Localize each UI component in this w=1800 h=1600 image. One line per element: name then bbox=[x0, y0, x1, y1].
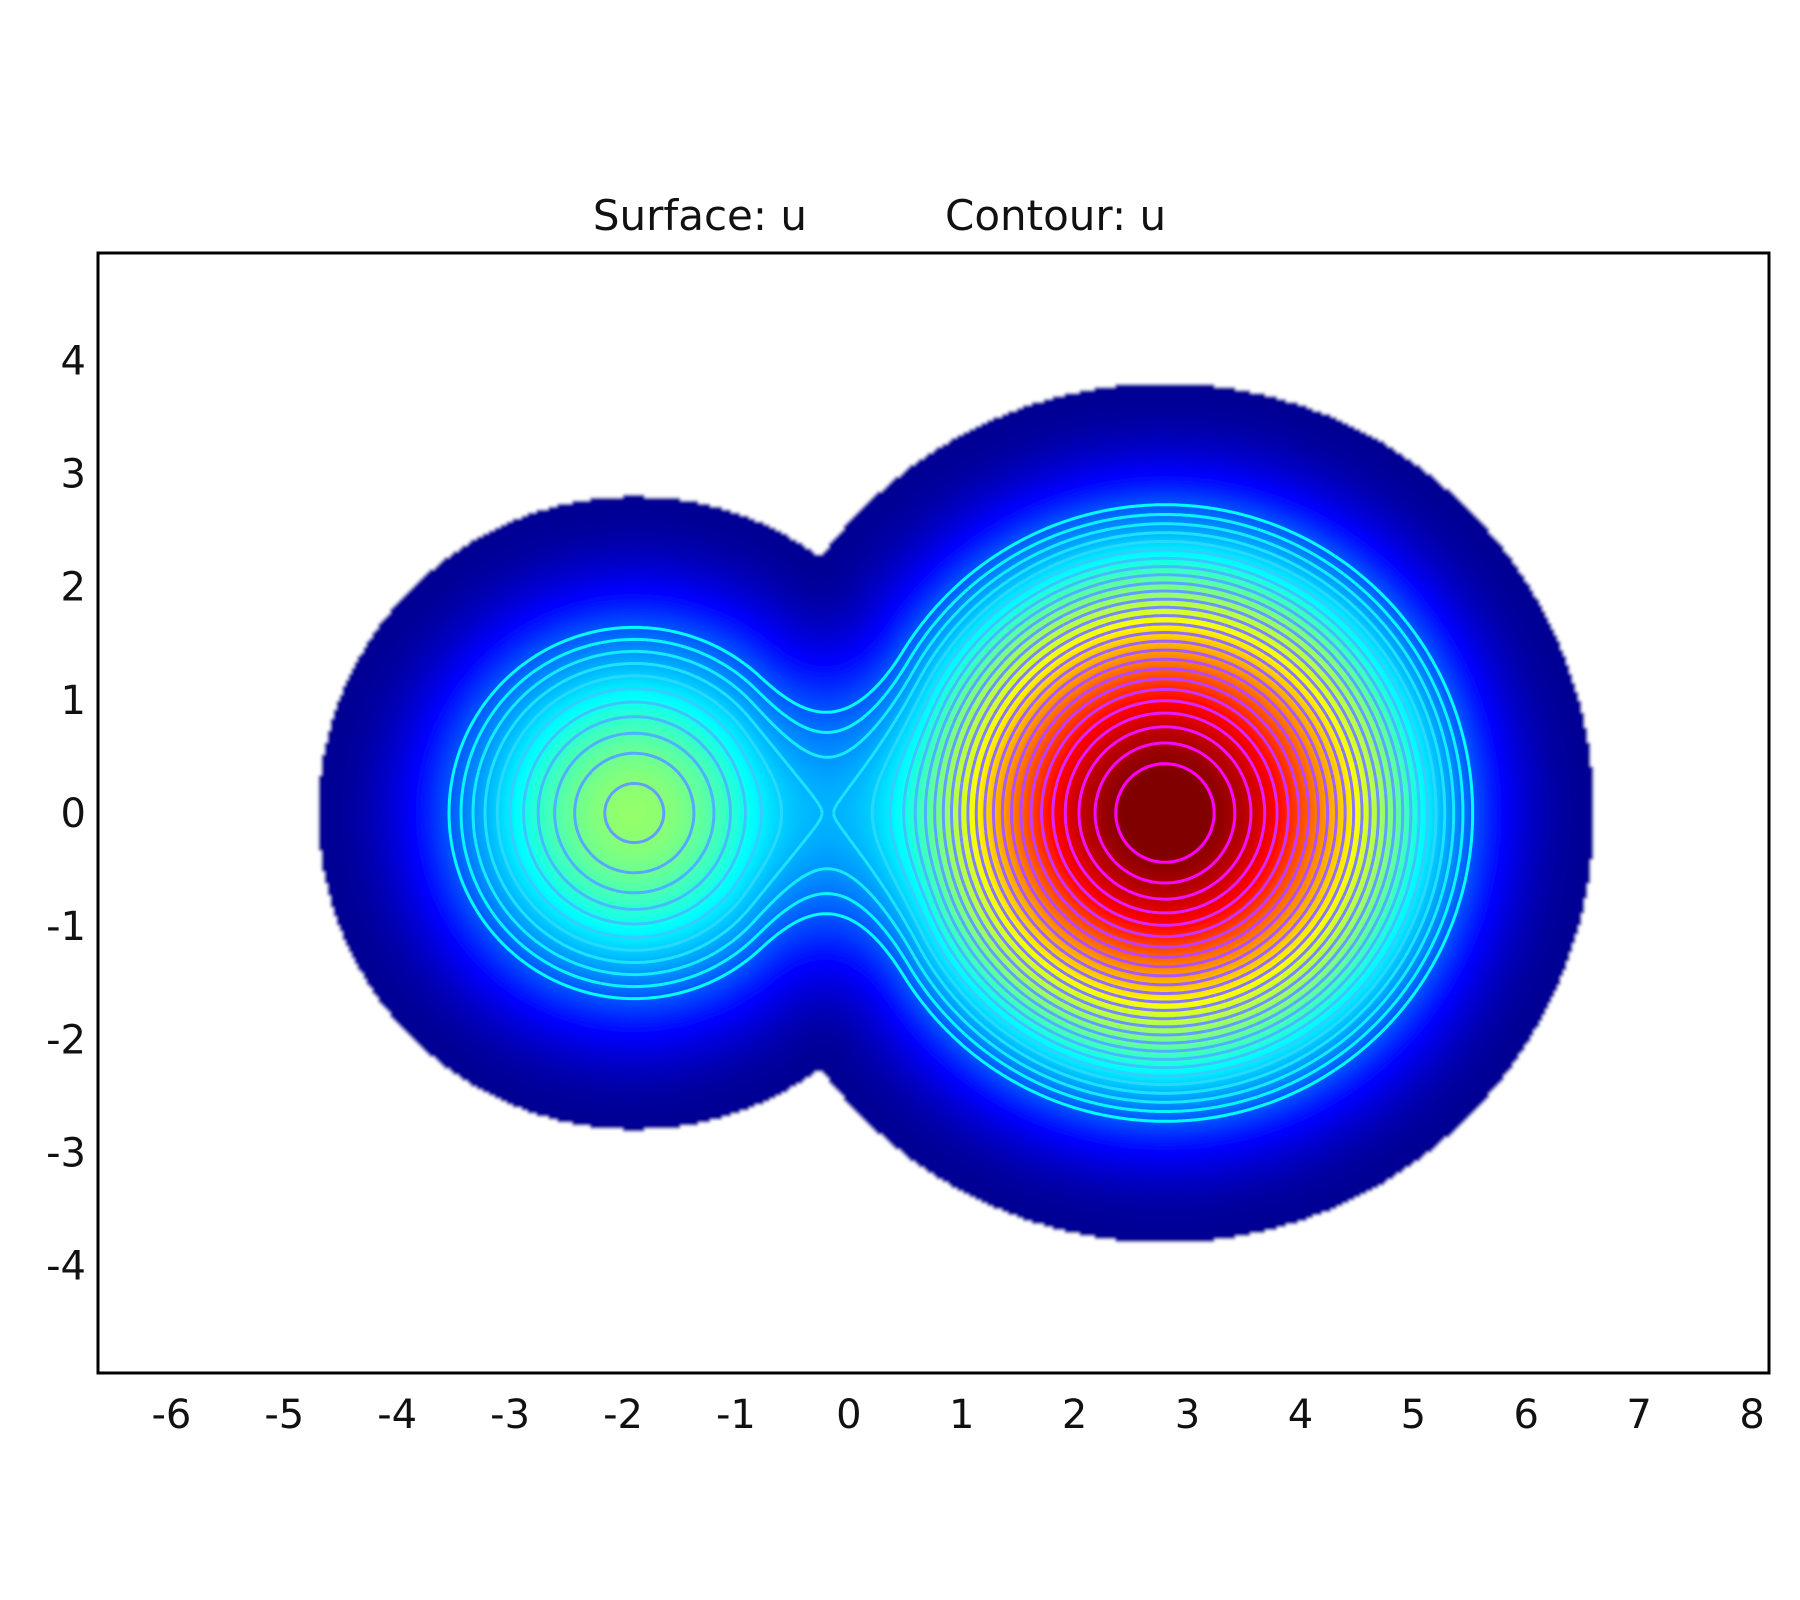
contour-level-1 bbox=[459, 513, 1465, 1113]
y-tick-label: -2 bbox=[46, 1017, 86, 1063]
y-tick-label: -3 bbox=[46, 1130, 86, 1176]
contour-level-0 bbox=[447, 503, 1475, 1123]
contour-level-14 bbox=[974, 622, 1356, 1004]
x-tick-label: -6 bbox=[151, 1392, 191, 1438]
contour-level-7 bbox=[536, 565, 1413, 1061]
contour-level-9 bbox=[573, 581, 1397, 1045]
contour-level-8 bbox=[553, 573, 1405, 1053]
y-tick-label: 3 bbox=[61, 452, 86, 498]
x-tick-label: 5 bbox=[1401, 1392, 1426, 1438]
x-tick-label: -4 bbox=[377, 1392, 417, 1438]
contour-level-24 bbox=[1077, 725, 1253, 901]
plot-frame bbox=[96, 251, 1771, 1375]
contour-level-25 bbox=[1093, 741, 1237, 885]
x-tick-label: 0 bbox=[836, 1392, 861, 1438]
contour-level-6 bbox=[522, 556, 1421, 1070]
contour-level-5 bbox=[508, 548, 1429, 1078]
x-tick-label: 6 bbox=[1514, 1392, 1539, 1438]
title-surface: Surface: u bbox=[593, 191, 807, 240]
contour-level-19 bbox=[1019, 667, 1311, 959]
x-tick-label: 3 bbox=[1175, 1392, 1200, 1438]
y-tick-label: 2 bbox=[61, 565, 86, 611]
title-contour: Contour: u bbox=[945, 191, 1166, 240]
contour-level-4 bbox=[495, 539, 1438, 1087]
x-tick-label: 2 bbox=[1062, 1392, 1087, 1438]
x-tick-label: 7 bbox=[1626, 1392, 1651, 1438]
y-tick-label: 1 bbox=[61, 678, 86, 724]
contour-level-2 bbox=[471, 522, 1456, 1104]
x-tick-label: -2 bbox=[603, 1392, 643, 1438]
contour-level-17 bbox=[1000, 648, 1330, 978]
x-tick-label: 4 bbox=[1288, 1392, 1313, 1438]
contour-level-20 bbox=[1029, 677, 1301, 949]
contour-level-22 bbox=[1051, 699, 1279, 927]
chart-title: Surface: u Contour: u bbox=[593, 191, 1166, 240]
contour-level-15 bbox=[983, 631, 1347, 995]
x-tick-label: -1 bbox=[716, 1392, 756, 1438]
x-tick-label: -5 bbox=[264, 1392, 304, 1438]
x-tick-label: 8 bbox=[1739, 1392, 1764, 1438]
y-axis: 4 3 2 1 0 -1 -2 -3 -4 bbox=[46, 338, 86, 1289]
contour-level-21 bbox=[1040, 687, 1290, 939]
plot-area bbox=[98, 253, 1769, 1373]
contour-level-12 bbox=[958, 605, 1372, 1021]
y-tick-label: 0 bbox=[61, 791, 86, 837]
contour-level-10 bbox=[603, 589, 1388, 1037]
contour-level-3 bbox=[483, 531, 1447, 1095]
contour-level-23 bbox=[1063, 711, 1267, 915]
contour-level-16 bbox=[991, 639, 1338, 987]
y-tick-label: -1 bbox=[46, 904, 86, 950]
contour-level-13 bbox=[966, 614, 1364, 1012]
contour-lines bbox=[447, 503, 1475, 1123]
contour-level-26 bbox=[1114, 762, 1216, 864]
y-tick-label: -4 bbox=[46, 1244, 86, 1290]
contour-level-11 bbox=[950, 597, 1380, 1029]
x-tick-label: -3 bbox=[490, 1392, 530, 1438]
x-axis: -6 -5 -4 -3 -2 -1 0 1 2 3 4 5 6 7 8 bbox=[151, 1392, 1764, 1438]
x-tick-label: 1 bbox=[949, 1392, 974, 1438]
contour-level-18 bbox=[1010, 657, 1320, 969]
y-tick-label: 4 bbox=[61, 338, 86, 384]
